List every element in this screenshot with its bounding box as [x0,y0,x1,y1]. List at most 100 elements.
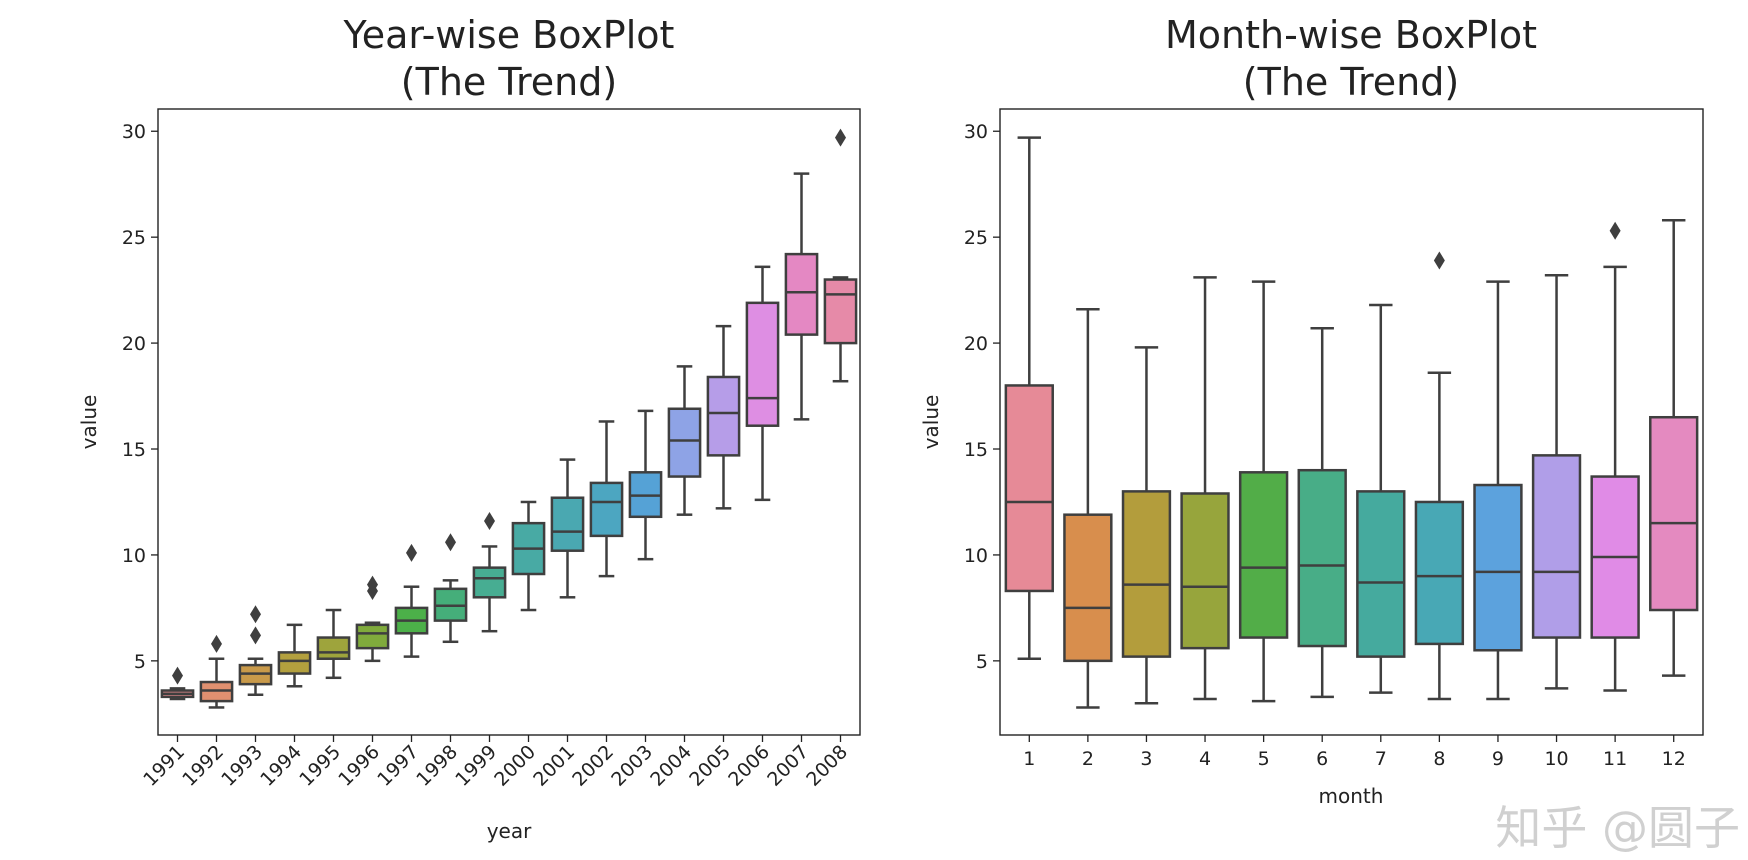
iqr-box [1473,483,1523,652]
iqr-box [706,375,741,457]
year-wise-boxplot: Year-wise BoxPlot (The Trend) year value… [77,13,861,843]
month-wise-boxplot: Month-wise BoxPlot (The Trend) month val… [919,13,1704,808]
chart-title-line1: Year-wise BoxPlot [343,13,675,57]
y-tick-label: 20 [122,333,146,355]
outlier-marker [250,605,261,624]
x-tick-label: 7 [1375,748,1387,770]
iqr-box [745,301,780,427]
box-1995 [316,608,351,680]
y-tick-label: 25 [964,227,988,249]
iqr-box [1649,415,1699,612]
box-2002 [589,420,624,578]
outlier-marker [1433,251,1445,270]
x-tick-label: 2000 [490,741,540,791]
iqr-box [1180,492,1230,650]
outlier-marker [406,543,417,562]
box-1996 [355,575,390,663]
iqr-box [472,566,507,599]
box-1 [1004,136,1054,660]
y-tick-label: 10 [122,545,146,567]
watermark: 知乎 @圆子 [1495,801,1740,855]
iqr-box [1297,468,1347,648]
box-2006 [745,265,780,502]
x-tick-label: 1 [1023,748,1035,770]
x-tick-label: 6 [1316,748,1328,770]
x-tick-label: 2005 [685,741,735,791]
chart-title-line2: (The Trend) [1243,60,1459,104]
x-axis-label: month [1319,784,1384,808]
x-tick-label: 10 [1544,748,1568,770]
box-11 [1590,221,1640,692]
iqr-box [277,651,312,675]
box-1992 [199,634,234,709]
iqr-box [1356,490,1406,658]
x-tick-label: 2006 [724,741,774,791]
y-tick-label: 20 [964,333,988,355]
y-axis-label: value [919,395,943,450]
box-6 [1297,327,1347,699]
x-tick-label: 5 [1258,748,1270,770]
iqr-box [784,252,819,336]
y-tick-label: 5 [976,651,988,673]
x-axis-label: year [487,819,532,843]
chart-title-line2: (The Trend) [401,60,617,104]
box-2 [1063,307,1113,709]
box-12 [1649,218,1699,677]
outlier-marker [445,533,456,552]
iqr-box [1063,513,1113,663]
y-tick-label: 15 [964,439,988,461]
x-tick-label: 11 [1603,748,1627,770]
iqr-box [1414,500,1465,646]
chart-title-line1: Month-wise BoxPlot [1165,13,1537,57]
x-tick-label: 12 [1662,748,1686,770]
outlier-marker [835,128,846,147]
box-3 [1121,346,1172,705]
iqr-box [1004,384,1054,593]
x-tick-label: 1996 [334,741,384,791]
box-4 [1180,276,1230,701]
box-1991 [160,666,195,701]
box-8 [1414,251,1465,701]
x-tick-label: 1998 [412,741,462,791]
x-tick-label: 2 [1082,748,1094,770]
box-7 [1356,303,1406,694]
y-tick-label: 30 [122,121,146,143]
y-tick-label: 15 [122,439,146,461]
y-axis-label: value [77,395,101,450]
box-1997 [394,543,429,658]
iqr-box [667,407,702,478]
box-2005 [706,324,741,510]
box-5 [1238,280,1289,703]
x-tick-label: 3 [1140,748,1152,770]
iqr-box [550,496,585,552]
box-1999 [472,512,507,633]
box-9 [1473,280,1523,701]
axes-frame [157,108,861,736]
x-tick-label: 1992 [178,741,228,791]
iqr-box [355,623,390,650]
outlier-marker [172,666,183,685]
box-1998 [433,533,468,644]
iqr-box [316,636,351,660]
outlier-marker [250,626,261,645]
y-tick-label: 30 [964,121,988,143]
y-tick-label: 5 [134,651,146,673]
box-10 [1531,274,1582,690]
x-tick-label: 4 [1199,748,1211,770]
box-1993 [238,605,273,696]
y-tick-label: 10 [964,545,988,567]
x-tick-label: 1993 [217,741,267,791]
x-tick-label: 2004 [646,741,696,791]
x-tick-label: 1999 [451,741,501,791]
box-1994 [277,623,312,688]
x-tick-label: 2001 [529,741,579,791]
iqr-box [823,278,858,345]
box-2007 [784,172,819,421]
iqr-box [1238,471,1289,639]
x-tick-label: 2003 [607,741,657,791]
iqr-box [1531,454,1582,639]
outlier-marker [367,575,378,594]
iqr-box [1121,490,1172,658]
box-2008 [823,128,858,383]
x-tick-label: 2002 [568,741,618,791]
